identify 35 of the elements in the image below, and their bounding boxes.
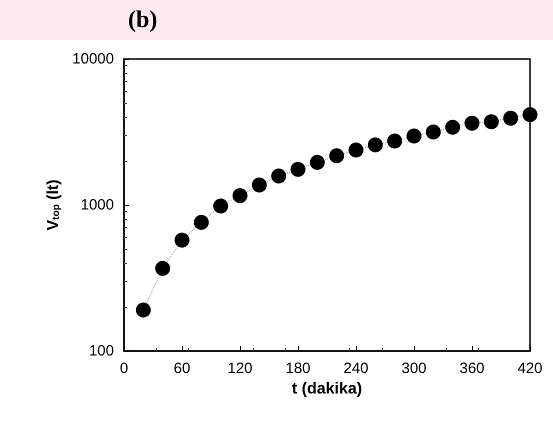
point bbox=[464, 116, 480, 131]
point bbox=[174, 232, 190, 248]
x-tick-label: 0 bbox=[120, 360, 128, 377]
point bbox=[155, 260, 170, 276]
point bbox=[445, 120, 460, 135]
point bbox=[252, 178, 267, 193]
y-tick-label: 10000 bbox=[72, 50, 114, 68]
point bbox=[387, 133, 402, 148]
point bbox=[136, 302, 151, 318]
y-tick-label: 1000 bbox=[80, 196, 114, 214]
x-tick-label: 420 bbox=[517, 360, 543, 377]
point bbox=[271, 168, 286, 184]
x-axis-title: t (dakika) bbox=[292, 380, 362, 398]
point bbox=[503, 110, 518, 126]
x-tick-label: 180 bbox=[285, 360, 311, 377]
point bbox=[484, 114, 499, 130]
x-tick-label: 240 bbox=[343, 360, 369, 377]
y-tick-label: 100 bbox=[88, 342, 114, 360]
point bbox=[348, 142, 364, 158]
point bbox=[426, 124, 441, 140]
x-tick-label: 120 bbox=[227, 360, 253, 377]
point bbox=[368, 137, 383, 152]
point bbox=[194, 214, 209, 230]
x-tick-label: 300 bbox=[401, 360, 427, 377]
point bbox=[310, 154, 325, 170]
point bbox=[406, 128, 422, 144]
point bbox=[522, 107, 538, 122]
point bbox=[232, 188, 248, 204]
x-tick-label: 60 bbox=[174, 360, 190, 377]
point bbox=[213, 198, 228, 214]
point bbox=[329, 148, 344, 164]
x-tick-label: 360 bbox=[459, 360, 485, 377]
chart-title: (b) bbox=[128, 7, 158, 33]
y-axis-title: Vtop (lt) bbox=[44, 179, 62, 231]
point bbox=[290, 162, 306, 177]
